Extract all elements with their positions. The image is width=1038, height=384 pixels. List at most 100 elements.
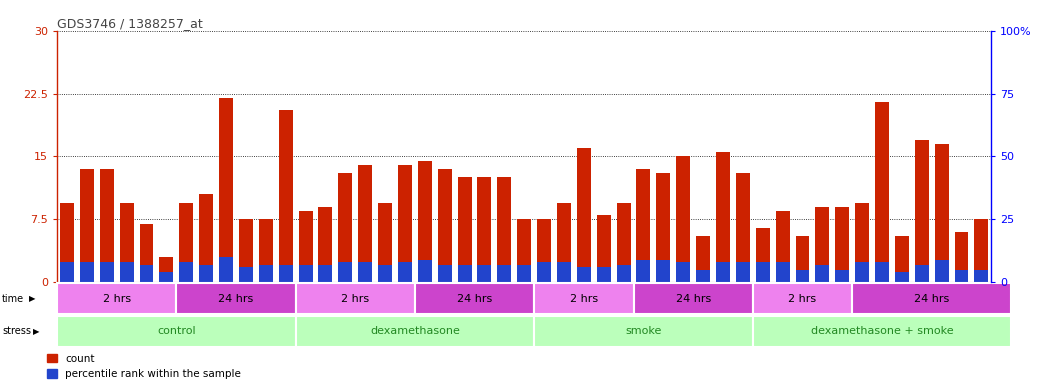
Bar <box>57 316 296 347</box>
Bar <box>299 265 312 282</box>
Bar <box>537 219 551 282</box>
Bar <box>319 207 332 282</box>
Bar <box>477 177 491 282</box>
Bar <box>199 265 213 282</box>
Bar <box>875 102 889 282</box>
Bar <box>736 173 749 282</box>
Bar <box>975 219 988 282</box>
Bar <box>696 236 710 282</box>
Bar <box>716 262 730 282</box>
Bar <box>636 260 651 282</box>
Bar <box>296 283 415 314</box>
Bar <box>517 265 531 282</box>
Bar <box>80 169 93 282</box>
Bar <box>438 265 452 282</box>
Bar <box>80 262 93 282</box>
Text: ▶: ▶ <box>33 327 39 336</box>
Bar <box>358 262 373 282</box>
Text: 24 hrs: 24 hrs <box>676 293 711 304</box>
Text: 2 hrs: 2 hrs <box>570 293 598 304</box>
Bar <box>239 267 253 282</box>
Bar <box>119 203 134 282</box>
Bar <box>934 144 949 282</box>
Bar <box>415 283 535 314</box>
Bar <box>753 283 852 314</box>
Bar <box>199 194 213 282</box>
Bar <box>577 267 591 282</box>
Bar <box>656 173 671 282</box>
Bar <box>160 257 173 282</box>
Bar <box>338 173 352 282</box>
Bar <box>517 219 531 282</box>
Bar <box>836 270 849 282</box>
Bar <box>60 262 74 282</box>
Text: 2 hrs: 2 hrs <box>103 293 131 304</box>
Bar <box>219 257 233 282</box>
Bar <box>597 215 610 282</box>
Text: dexamethasone + smoke: dexamethasone + smoke <box>811 326 953 336</box>
Legend: count, percentile rank within the sample: count, percentile rank within the sample <box>47 354 242 379</box>
Text: dexamethasone: dexamethasone <box>370 326 460 336</box>
Text: ▶: ▶ <box>29 294 35 303</box>
Text: 2 hrs: 2 hrs <box>342 293 370 304</box>
Bar <box>176 283 296 314</box>
Text: stress: stress <box>2 326 31 336</box>
Bar <box>633 283 753 314</box>
Bar <box>577 148 591 282</box>
Bar <box>458 177 471 282</box>
Text: smoke: smoke <box>625 326 661 336</box>
Bar <box>955 232 968 282</box>
Bar <box>180 203 193 282</box>
Bar <box>279 265 293 282</box>
Bar <box>816 265 829 282</box>
Bar <box>537 262 551 282</box>
Bar <box>716 152 730 282</box>
Bar <box>438 169 452 282</box>
Bar <box>119 262 134 282</box>
Bar <box>160 272 173 282</box>
Text: control: control <box>157 326 195 336</box>
Bar <box>60 203 74 282</box>
Bar <box>477 265 491 282</box>
Bar <box>398 165 412 282</box>
Bar <box>934 260 949 282</box>
Bar <box>875 262 889 282</box>
Bar <box>656 260 671 282</box>
Bar <box>617 203 630 282</box>
Bar <box>852 283 1011 314</box>
Bar <box>319 265 332 282</box>
Bar <box>756 228 769 282</box>
Bar <box>139 265 154 282</box>
Bar <box>836 207 849 282</box>
Bar <box>296 316 535 347</box>
Bar <box>696 270 710 282</box>
Bar <box>139 223 154 282</box>
Bar <box>418 260 432 282</box>
Bar <box>219 98 233 282</box>
Bar <box>378 203 392 282</box>
Bar <box>914 265 929 282</box>
Bar <box>736 262 749 282</box>
Bar <box>636 169 651 282</box>
Bar <box>775 262 790 282</box>
Bar <box>180 262 193 282</box>
Bar <box>378 265 392 282</box>
Bar <box>258 265 273 282</box>
Bar <box>895 272 909 282</box>
Bar <box>535 316 753 347</box>
Bar <box>299 211 312 282</box>
Bar <box>676 157 690 282</box>
Bar <box>756 262 769 282</box>
Bar <box>418 161 432 282</box>
Bar <box>816 207 829 282</box>
Bar <box>775 211 790 282</box>
Bar <box>338 262 352 282</box>
Bar <box>676 262 690 282</box>
Bar <box>557 203 571 282</box>
Bar <box>617 265 630 282</box>
Bar <box>557 262 571 282</box>
Text: 24 hrs: 24 hrs <box>457 293 492 304</box>
Bar <box>57 283 176 314</box>
Bar <box>358 165 373 282</box>
Text: 24 hrs: 24 hrs <box>914 293 950 304</box>
